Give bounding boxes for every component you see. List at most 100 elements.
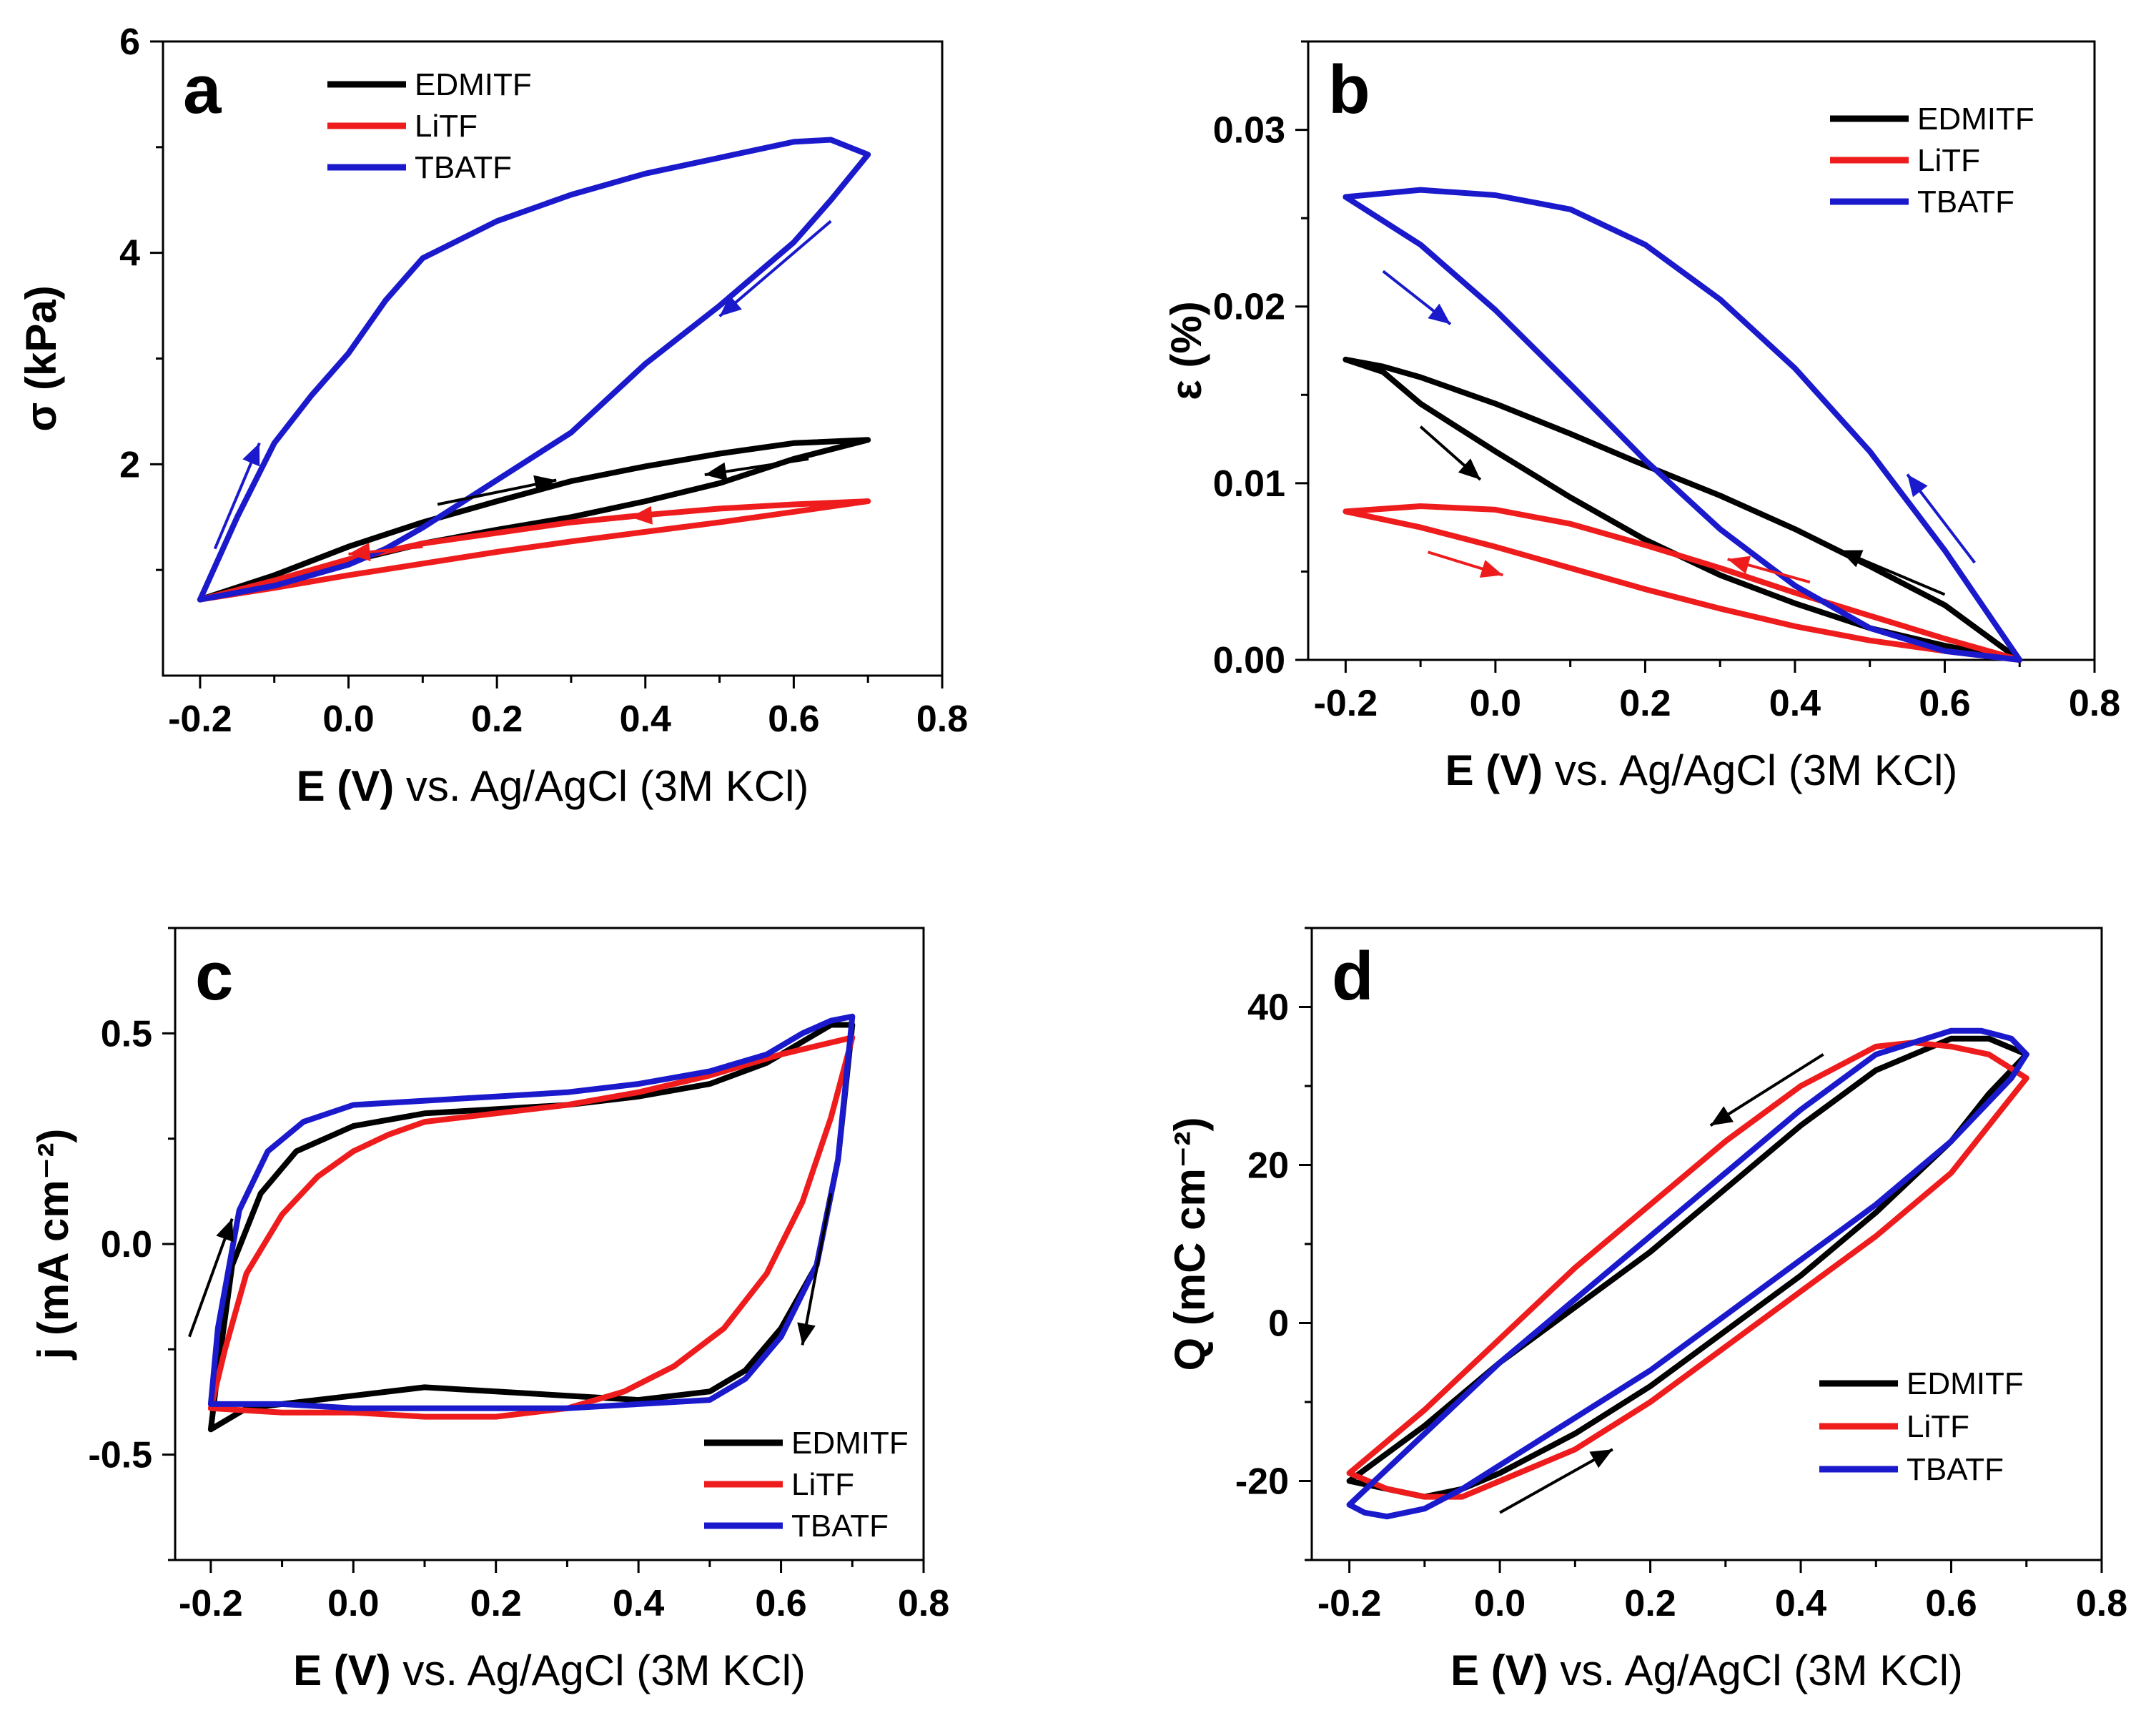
panel-a: -0.2 0.0 0.2 0.4 0.6 0.8 2 4 6 E (V) vs. Ag/AgCl … <box>17 21 968 810</box>
x-tick-label: 0.2 <box>1624 1583 1676 1624</box>
y-tick-label: 2 <box>119 444 140 485</box>
legend-label-edmitf: EDMITF <box>415 67 532 102</box>
direction-arrow-head <box>631 505 653 525</box>
y-tick-label: 0.5 <box>101 1013 152 1055</box>
panel-letter: c <box>195 938 233 1015</box>
x-tick-label: 0.0 <box>1474 1583 1525 1624</box>
series-line-tbatf <box>1346 1027 2029 1520</box>
series-line-litf <box>197 498 871 603</box>
y-tick-label: -20 <box>1235 1461 1289 1503</box>
series-line-edmitf <box>1346 1035 2029 1500</box>
x-axis-title-rest: vs. Ag/AgCl (3M KCl) <box>394 762 808 810</box>
direction-arrow-head <box>1727 556 1751 574</box>
direction-arrow-shaft <box>1499 1448 1613 1514</box>
y-tick-label: 20 <box>1247 1145 1289 1187</box>
y-tick-label: -0.5 <box>88 1435 152 1476</box>
series-line-tbatf <box>197 137 871 603</box>
direction-arrow-head <box>704 462 728 481</box>
series-line-tbatf <box>1342 187 2023 663</box>
x-tick-label: 0.8 <box>2076 1583 2127 1624</box>
legend-label-tbatf: TBATF <box>1917 184 2014 219</box>
legend-label-edmitf: EDMITF <box>791 1426 909 1461</box>
y-axis-title: σ (kPa) <box>17 285 65 431</box>
panel-letter: a <box>183 51 222 128</box>
x-tick-label: -0.2 <box>1314 683 1378 724</box>
x-tick-label: 0.6 <box>1919 683 1970 724</box>
y-tick-label: 0.00 <box>1213 640 1285 681</box>
x-tick-label: 0.6 <box>768 698 819 740</box>
direction-arrow-head <box>1907 474 1928 498</box>
x-tick-label: 0.2 <box>470 1583 522 1624</box>
x-tick-label: 0.8 <box>898 1583 949 1624</box>
panel-d: -0.2 0.0 0.2 0.4 0.6 0.8 -20 0 20 40 E (V) vs. Ag/… <box>1166 927 2127 1694</box>
direction-arrow-head <box>1428 303 1451 325</box>
direction-arrow-shaft <box>801 1193 833 1346</box>
legend-label-edmitf: EDMITF <box>1917 102 2034 137</box>
y-tick-label: 4 <box>119 233 140 275</box>
x-tick-label: 0.4 <box>620 698 671 740</box>
x-tick-label: -0.2 <box>1317 1583 1382 1624</box>
direction-arrow-head <box>1839 550 1864 568</box>
y-tick-label: 6 <box>119 21 140 63</box>
x-tick-label: 0.0 <box>1470 683 1521 724</box>
direction-arrow-head <box>533 475 557 494</box>
x-tick-label: 0.2 <box>1619 683 1671 724</box>
direction-arrow-head <box>216 1218 234 1243</box>
x-tick-label: 0.2 <box>471 698 523 740</box>
legend-label-edmitf: EDMITF <box>1907 1366 2024 1401</box>
x-tick-label: 0.6 <box>755 1583 806 1624</box>
y-tick-label: 0.0 <box>101 1224 152 1265</box>
direction-arrow-shaft <box>1709 1053 1824 1127</box>
y-axis-title: j (mA cm⁻²) <box>29 1129 77 1361</box>
legend-label-tbatf: TBATF <box>791 1509 889 1544</box>
legend-label-litf: LiTF <box>1917 143 1980 178</box>
direction-arrow-shaft <box>718 219 832 317</box>
legend-label-litf: LiTF <box>415 109 478 144</box>
x-tick-label: 0.4 <box>1769 683 1821 724</box>
x-axis-title: E (V) vs. Ag/AgCl (3M KCl) <box>293 1647 806 1694</box>
x-axis-title-bold: E (V) <box>1450 1647 1548 1694</box>
y-tick-label: 0.01 <box>1213 463 1285 505</box>
x-tick-label: 0.8 <box>916 698 968 740</box>
panel-c: -0.2 0.0 0.2 0.4 0.6 0.8 -0.5 0.0 0.5 E (V) vs. A… <box>29 927 949 1694</box>
direction-arrow-head <box>1589 1449 1613 1468</box>
x-tick-label: -0.2 <box>179 1583 243 1624</box>
x-axis-title: E (V) vs. Ag/AgCl (3M KCl) <box>297 762 809 810</box>
y-tick-label: 0 <box>1268 1303 1289 1345</box>
direction-arrow-head <box>797 1322 816 1346</box>
y-tick-label: 40 <box>1247 987 1289 1029</box>
direction-arrow-head <box>348 543 371 561</box>
panel-b: -0.2 0.0 0.2 0.4 0.6 0.8 0.00 0.01 0.02 0.03 E (V)… <box>1162 40 2120 794</box>
series-line-litf <box>1346 1040 2029 1500</box>
series-line-litf <box>207 1035 856 1420</box>
direction-arrow-head <box>242 443 260 467</box>
plot-frame <box>174 927 925 1561</box>
legend-label-litf: LiTF <box>1907 1409 1969 1444</box>
x-tick-label: 0.4 <box>613 1583 664 1624</box>
legend-label-tbatf: TBATF <box>415 150 512 185</box>
x-axis-title-rest: vs. Ag/AgCl (3M KCl) <box>391 1647 806 1694</box>
y-tick-label: 0.02 <box>1213 287 1285 328</box>
plot-frame <box>1307 40 2096 661</box>
panel-letter: b <box>1328 51 1370 128</box>
x-tick-label: 0.4 <box>1775 1583 1826 1624</box>
legend-label-litf: LiTF <box>791 1467 854 1502</box>
x-axis-title-bold: E (V) <box>1445 746 1543 794</box>
direction-arrow-head <box>1479 560 1503 578</box>
x-axis-title: E (V) vs. Ag/AgCl (3M KCl) <box>1450 1647 1963 1694</box>
x-tick-label: 0.0 <box>322 698 374 740</box>
x-axis-title-rest: vs. Ag/AgCl (3M KCl) <box>1548 1647 1963 1694</box>
x-tick-label: 0.6 <box>1925 1583 1977 1624</box>
x-tick-label: -0.2 <box>168 698 232 740</box>
series-line-tbatf <box>207 1013 856 1411</box>
x-tick-label: 0.0 <box>327 1583 379 1624</box>
x-axis-title-bold: E (V) <box>297 762 395 810</box>
series-line-edmitf <box>207 1022 856 1433</box>
panel-letter: d <box>1332 938 1374 1015</box>
y-tick-label: 0.03 <box>1213 110 1285 152</box>
y-axis-title: ε (%) <box>1162 301 1210 400</box>
direction-arrow-head <box>1710 1106 1734 1126</box>
y-axis-title: Q (mC cm⁻²) <box>1166 1117 1214 1371</box>
legend-label-tbatf: TBATF <box>1907 1452 2004 1487</box>
